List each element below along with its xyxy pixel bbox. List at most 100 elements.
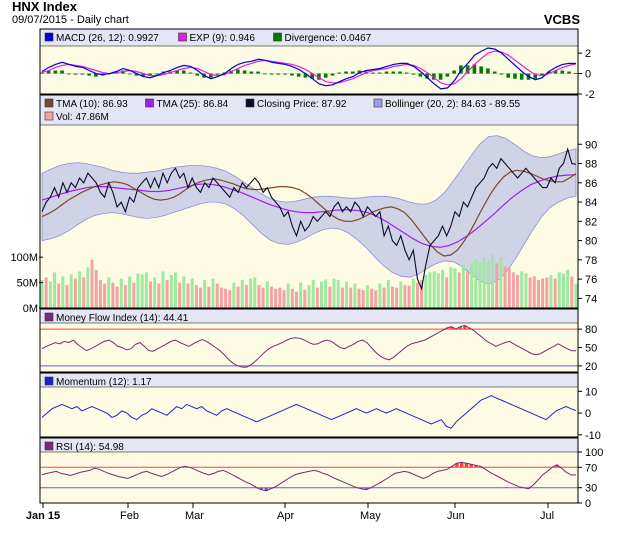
legend-swatch (44, 312, 54, 322)
legend: Money Flow Index (14): 44.41 (44, 312, 189, 324)
divergence-bar (175, 70, 179, 74)
volume-bar (511, 272, 515, 308)
divergence-bar (249, 71, 254, 74)
tma25-line (41, 174, 577, 248)
volume-bar (445, 277, 449, 308)
x-axis: Jan 15 Feb Mar Apr May Jun Jul (26, 503, 554, 522)
volume-bar (432, 271, 436, 308)
divergence-bar (499, 73, 504, 75)
divergence-bar (323, 73, 328, 78)
divergence-bar (418, 73, 423, 77)
legend-label: MACD (26, 12): 0.9927 (56, 33, 159, 44)
divergence-bar (154, 73, 159, 75)
volume-bar (169, 274, 173, 308)
volume-bar (495, 263, 499, 308)
divergence-bar (344, 71, 348, 74)
x-tick-label: Apr (277, 510, 294, 522)
y-tick-label: 0 (585, 408, 591, 420)
volume-bar (428, 272, 432, 308)
volume-bar (395, 287, 399, 308)
overbought-fill (469, 464, 473, 468)
overbought-fill (464, 463, 469, 468)
volume-bar (382, 287, 386, 308)
x-tick-label: Feb (120, 510, 139, 522)
legend-swatch (44, 32, 54, 42)
volume-bar (249, 278, 253, 308)
divergence-bar (465, 65, 470, 74)
volume-bar (315, 287, 319, 308)
divergence-bar (425, 73, 429, 79)
y-tick-label: 100 (585, 447, 603, 459)
volume-tick-label: 0M (23, 303, 38, 315)
x-tick-label: Jun (447, 510, 465, 522)
divergence-bar (40, 72, 44, 74)
divergence-bar (384, 71, 389, 74)
legend-band (40, 95, 578, 125)
divergence-bar (479, 66, 483, 74)
indicator-panels: MACD (26, 12): 0.9927 EXP (9): 0.946 Diver… (10, 28, 603, 510)
volume-bar (98, 280, 102, 308)
divergence-bar (445, 73, 450, 77)
divergence-bar (492, 71, 497, 74)
volume-bar (386, 280, 390, 308)
legend-label: Bollinger (20, 2): 84.63 - 89.55 (385, 99, 521, 110)
divergence-bar (337, 72, 342, 74)
y-tick-label: 0 (585, 69, 591, 81)
volume-bar (48, 281, 52, 308)
legend-label: Vol: 47.86M (56, 112, 109, 123)
y-tick-label: 78 (585, 255, 597, 267)
volume-bar (265, 281, 269, 308)
volume-bar (549, 274, 553, 308)
volume-bar (491, 254, 495, 308)
volume-bar (78, 271, 82, 308)
y-tick-label: 20 (585, 361, 597, 373)
volume-bar (353, 283, 357, 308)
volume-bar (541, 278, 545, 308)
divergence-bar (195, 73, 200, 76)
legend-label: Momentum (12): 1.17 (56, 377, 152, 388)
divergence-bar (53, 70, 58, 74)
volume-bar (190, 278, 194, 308)
y-tick-label: -10 (585, 430, 601, 442)
panel-border (39, 308, 579, 373)
volume-bar (148, 281, 152, 308)
volume-bar (566, 269, 570, 308)
divergence-bar (181, 70, 186, 74)
legend-swatch (44, 98, 54, 108)
divergence-bar (405, 72, 409, 74)
volume-bar (123, 285, 127, 308)
divergence-bar (303, 73, 308, 78)
volume-bar (557, 272, 561, 308)
y-tick-label: 70 (585, 462, 597, 474)
y-tick-label: 74 (585, 293, 597, 305)
divergence-bar (350, 71, 355, 74)
panel-mfi: Money Flow Index (14): 44.41 80 50 20 (39, 308, 597, 373)
volume-bar (436, 273, 440, 308)
volume-bar (44, 277, 48, 308)
volume-bar (553, 278, 557, 308)
volume-bar (61, 276, 65, 308)
volume-bar (165, 280, 169, 308)
legend-swatch (373, 98, 383, 108)
volume-bar (503, 266, 507, 308)
divergence-bar (553, 70, 558, 74)
volume-bar (574, 283, 578, 308)
volume-bar (203, 280, 207, 308)
legend-swatch (44, 441, 54, 451)
closing-price-line (41, 147, 577, 291)
volume-bar (411, 278, 415, 308)
volume-bar (90, 259, 94, 308)
divergence-bar (236, 69, 240, 74)
x-tick-label: May (360, 510, 381, 522)
volume-bar (240, 280, 244, 308)
volume-bar (236, 286, 240, 308)
volume-bar (449, 267, 453, 308)
divergence-bar (215, 73, 220, 75)
volume-bar (478, 262, 482, 308)
divergence-bar (398, 71, 402, 74)
divergence-bar (432, 73, 436, 80)
divergence-bar (540, 73, 544, 76)
volume-bar (336, 280, 340, 308)
volume-bar (244, 285, 248, 308)
